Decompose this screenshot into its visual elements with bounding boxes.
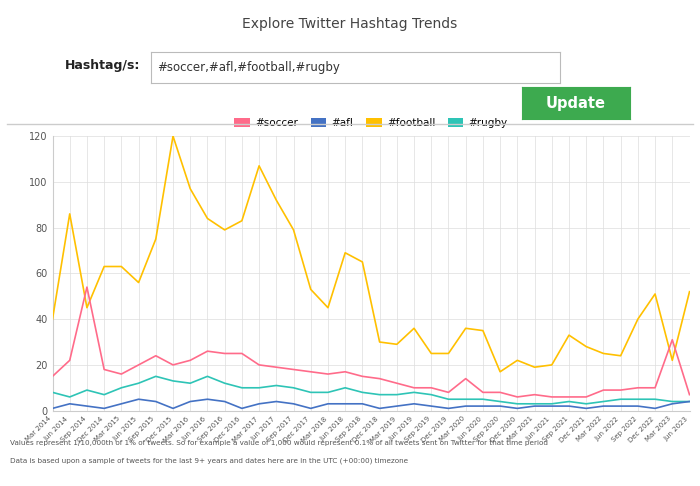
Text: Update: Update [546,96,606,111]
Text: Hashtag/s:: Hashtag/s: [64,59,140,72]
Legend: #soccer, #afl, #football, #rugby: #soccer, #afl, #football, #rugby [230,114,512,132]
Text: Data is based upon a sample of tweets for the last 9+ years and dates here are i: Data is based upon a sample of tweets fo… [10,458,409,464]
Text: Explore Twitter Hashtag Trends: Explore Twitter Hashtag Trends [242,17,458,31]
Text: Values represent 1/10,000th of 1% of tweets. So for example a value of 1,000 wou: Values represent 1/10,000th of 1% of twe… [10,440,549,446]
Text: #soccer,#afl,#football,#rugby: #soccer,#afl,#football,#rugby [157,61,340,74]
